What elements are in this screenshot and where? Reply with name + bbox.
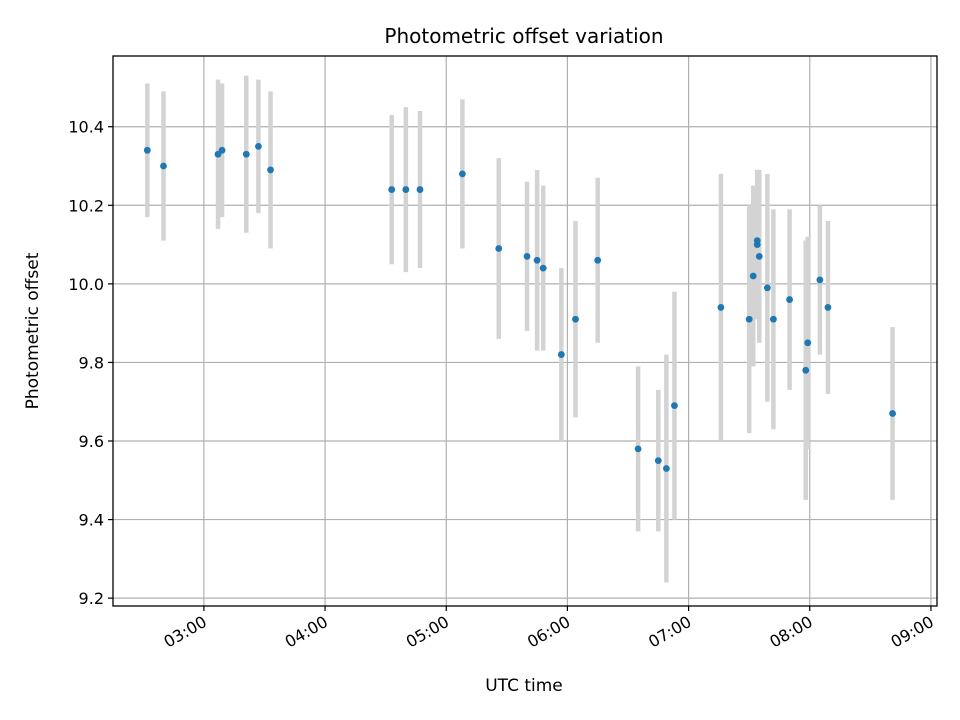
data-point <box>654 457 662 465</box>
y-tick-label: 9.8 <box>79 353 104 372</box>
data-point <box>671 402 678 410</box>
data-point <box>634 445 642 453</box>
x-axis-label: UTC time <box>485 676 563 696</box>
y-tick-label: 9.6 <box>79 432 104 451</box>
y-tick-label: 10.4 <box>68 118 104 137</box>
data-point <box>242 150 250 158</box>
data-point <box>143 146 151 154</box>
data-point <box>749 272 757 280</box>
data-point <box>495 245 503 252</box>
data-point <box>717 304 725 311</box>
data-point <box>755 252 763 260</box>
data-point <box>557 351 565 358</box>
data-point <box>523 252 531 260</box>
data-point <box>402 186 410 193</box>
data-point <box>824 304 832 311</box>
data-point <box>804 339 812 347</box>
data-point <box>889 410 896 417</box>
y-tick-label: 9.2 <box>79 589 104 608</box>
y-axis-label: Photometric offset <box>23 252 43 409</box>
y-tick-label: 9.4 <box>79 511 104 530</box>
data-point <box>572 315 579 323</box>
data-point <box>753 241 761 248</box>
plot-frame <box>112 55 938 607</box>
data-point <box>160 162 167 170</box>
y-tick-label: 10.0 <box>68 275 104 294</box>
data-point <box>388 186 396 193</box>
chart-title: Photometric offset variation <box>384 24 663 48</box>
data-points <box>143 142 896 472</box>
data-point <box>594 256 602 264</box>
data-point <box>802 366 810 374</box>
data-point <box>745 315 753 323</box>
data-point <box>786 296 793 303</box>
data-point <box>458 170 466 178</box>
data-point <box>267 166 274 174</box>
data-point <box>662 465 670 472</box>
data-point <box>218 146 226 154</box>
data-point <box>763 284 771 292</box>
data-point <box>416 186 424 193</box>
data-point <box>255 142 262 150</box>
data-point <box>539 264 547 272</box>
data-point <box>816 276 824 284</box>
data-point <box>533 256 541 264</box>
y-tick-label: 10.2 <box>68 196 104 215</box>
data-point <box>770 315 777 323</box>
